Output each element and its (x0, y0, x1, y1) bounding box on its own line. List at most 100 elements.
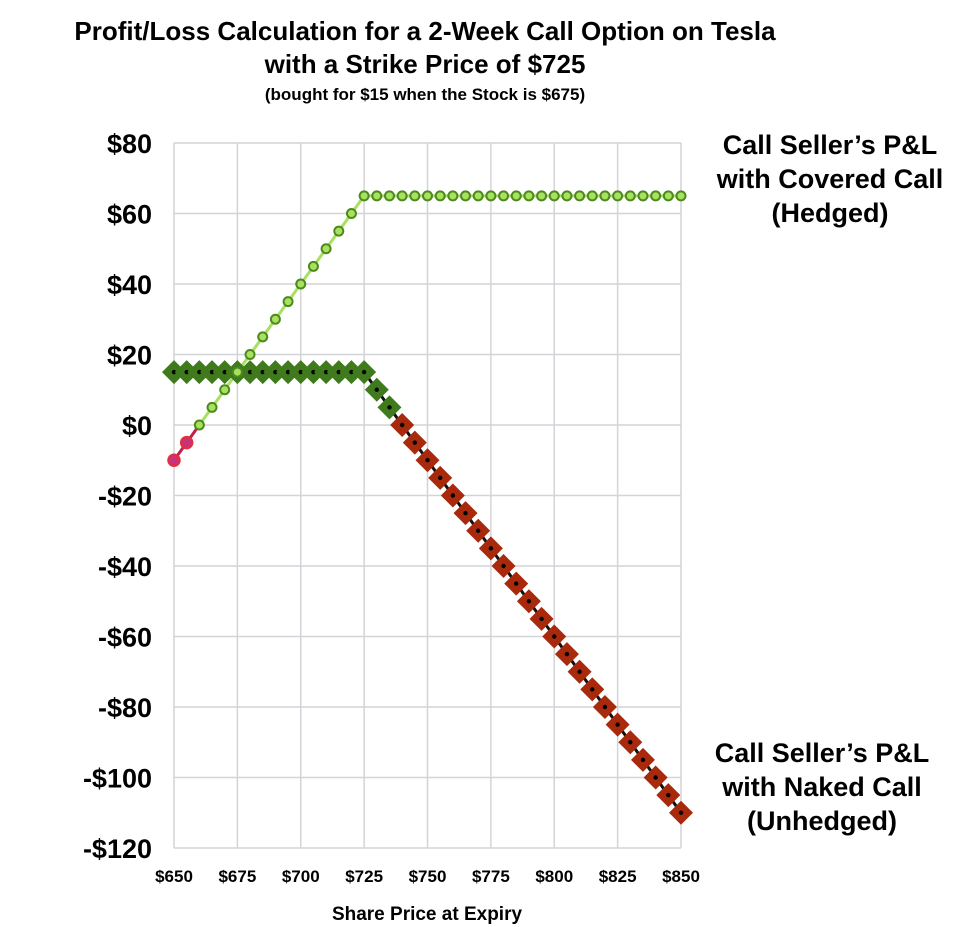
x-tick-label: $825 (599, 867, 637, 886)
covered-call-point (269, 313, 281, 325)
covered-call-point (231, 366, 243, 378)
covered-call-point (206, 401, 218, 413)
x-tick-label: $850 (662, 867, 700, 886)
naked-call-point-center (349, 369, 354, 375)
covered-call-point (179, 435, 194, 450)
annotation-covered-1: Call Seller’s P&L (723, 130, 938, 160)
covered-call-point (612, 190, 624, 202)
covered-call-point (662, 190, 674, 202)
chart-title: Profit/Loss Calculation for a 2-Week Cal… (74, 16, 776, 46)
covered-call-point (345, 208, 357, 219)
naked-call-point-center (666, 792, 671, 798)
covered-call-point (282, 296, 294, 308)
covered-call-point (472, 190, 484, 202)
covered-call-point (219, 384, 231, 396)
naked-call-point-center (437, 475, 443, 481)
grid (173, 142, 682, 849)
covered-call-point (422, 190, 433, 202)
y-tick-label: $80 (107, 129, 152, 159)
naked-call-point-center (628, 740, 633, 745)
covered-call-point (295, 278, 307, 290)
covered-call-point (675, 190, 687, 202)
naked-call-point-center (450, 493, 456, 498)
covered-call-point (510, 190, 522, 202)
annotation-naked-3: (Unhedged) (747, 806, 897, 836)
covered-call-point (536, 190, 548, 202)
covered-call-point (244, 349, 256, 360)
covered-call-point (434, 190, 446, 202)
naked-call-point-center (425, 458, 430, 463)
naked-call-point-center (323, 369, 329, 375)
covered-call-point (498, 190, 510, 202)
naked-call-point-center (171, 369, 177, 375)
covered-call-point (320, 243, 332, 255)
x-tick-label: $675 (218, 867, 256, 886)
x-tick-label: $775 (472, 867, 510, 886)
chart-title-line2: with a Strike Price of $725 (264, 49, 586, 79)
covered-call-point (193, 419, 205, 431)
y-tick-label: -$40 (98, 552, 152, 582)
covered-call-point (460, 190, 472, 202)
covered-call-point (561, 190, 573, 202)
naked-call-point-center (311, 369, 316, 375)
x-tick-label: $725 (345, 867, 383, 886)
naked-call-point-center (577, 669, 582, 674)
covered-call-point (358, 190, 370, 202)
naked-call-point-center (260, 369, 265, 375)
annotation-naked-2: with Naked Call (721, 772, 922, 802)
covered-call-point (307, 260, 319, 272)
series-markers (162, 190, 693, 825)
covered-call-point (624, 190, 636, 202)
naked-call-point-center (678, 810, 684, 815)
naked-call-point-center (501, 563, 506, 569)
covered-call-point (523, 190, 535, 202)
naked-call-point-center (412, 440, 418, 445)
covered-call-point (637, 190, 649, 202)
y-tick-label: $60 (107, 200, 152, 230)
covered-call-point (548, 190, 560, 202)
y-tick-label: -$100 (83, 764, 152, 794)
naked-call-point-center (184, 369, 189, 375)
naked-call-point-center (222, 369, 227, 375)
naked-call-point-center (197, 369, 202, 375)
naked-call-point-center (653, 775, 658, 780)
naked-call-point-center (590, 687, 595, 692)
covered-call-point (574, 190, 586, 202)
y-tick-label: $20 (107, 341, 152, 371)
naked-call-point-center (463, 510, 468, 516)
x-tick-label: $700 (282, 867, 320, 886)
covered-call-point (396, 190, 408, 202)
y-tick-label: -$80 (98, 693, 152, 723)
naked-call-point-center (640, 757, 646, 763)
covered-call-point (167, 453, 181, 467)
naked-call-point-center (273, 369, 278, 375)
naked-call-point-center (209, 369, 215, 375)
y-tick-label: -$20 (98, 482, 152, 512)
x-tick-label: $750 (409, 867, 447, 886)
annotation-covered-2: with Covered Call (716, 164, 944, 194)
naked-call-point-center (361, 369, 367, 375)
naked-call-point-center (488, 546, 494, 551)
chart-subtitle: (bought for $15 when the Stock is $675) (265, 85, 585, 104)
covered-call-point (447, 190, 459, 202)
annotation-naked-1: Call Seller’s P&L (715, 738, 930, 768)
naked-call-point-center (387, 405, 392, 410)
naked-call-point-center (399, 422, 405, 428)
naked-call-point-center (247, 369, 253, 375)
covered-call-point (371, 190, 383, 202)
naked-call-point-center (564, 651, 570, 657)
covered-call-point (409, 190, 421, 202)
tick-labels: $80 $60 $40 $20 $0 -$20 -$40 -$60 -$80 -$100 -$120… (83, 129, 700, 886)
covered-call-point (586, 190, 598, 202)
naked-call-point-center (476, 528, 481, 533)
naked-call-point-center (602, 704, 608, 710)
x-tick-label: $800 (535, 867, 573, 886)
covered-call-point (257, 331, 269, 343)
naked-call-point-center (336, 369, 341, 375)
covered-call-point (383, 190, 395, 202)
naked-call-point-center (298, 369, 303, 375)
covered-call-point (485, 190, 497, 202)
annotation-covered-3: (Hedged) (772, 198, 889, 228)
